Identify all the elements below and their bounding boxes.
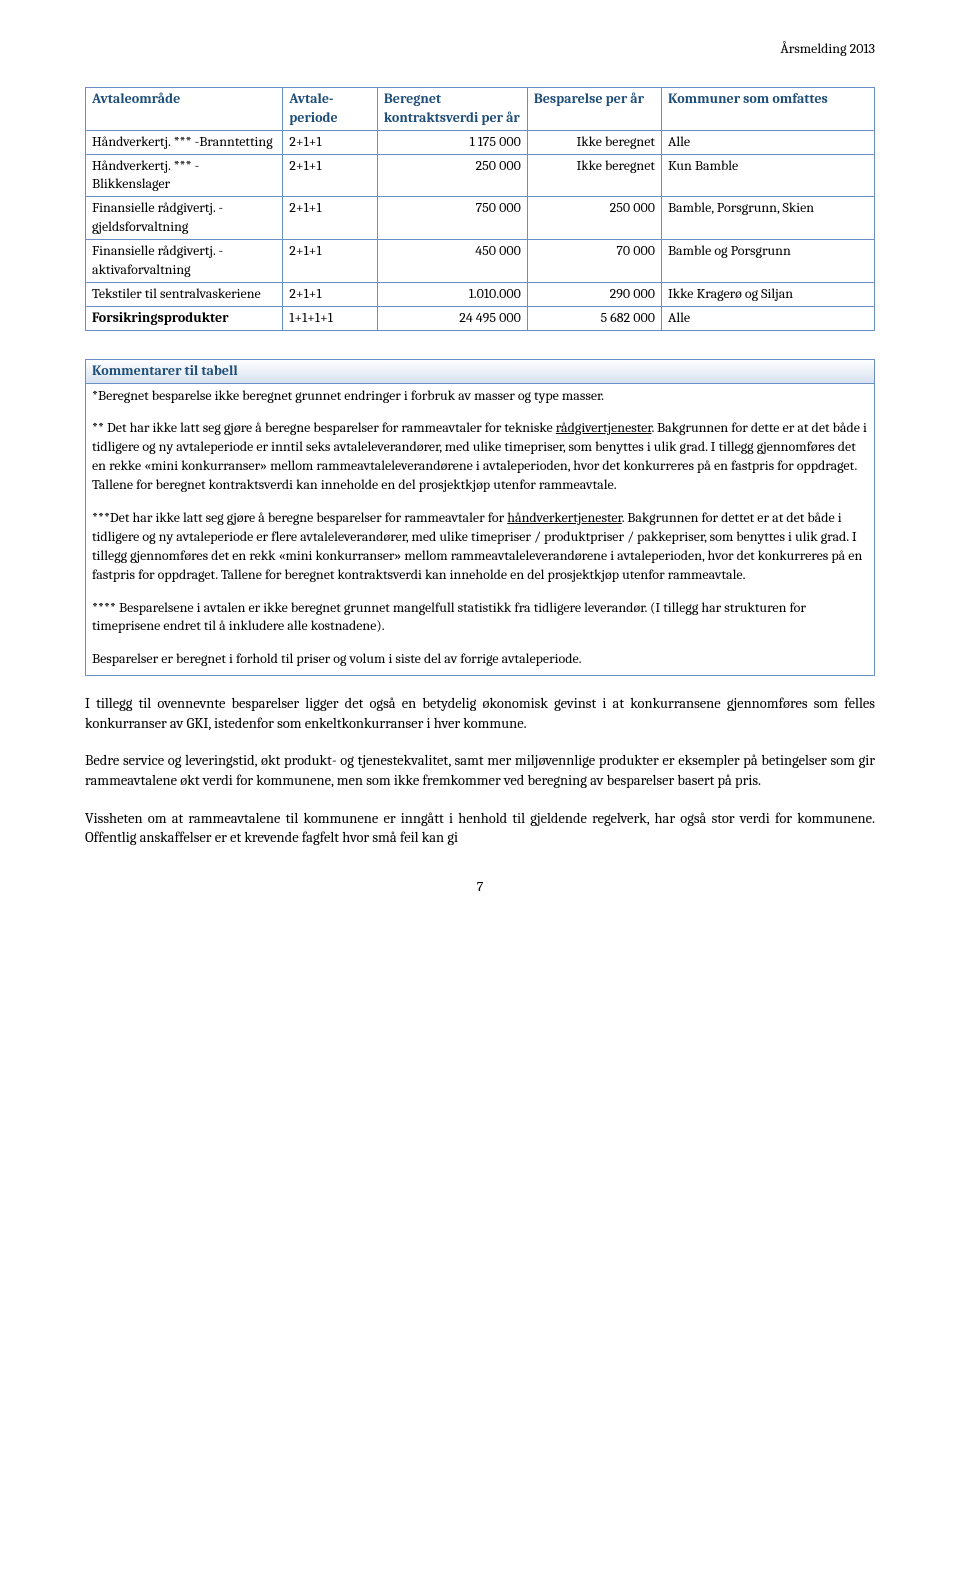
cell-area: Håndverkertj. *** -Branntetting	[86, 130, 283, 154]
table-row: Håndverkertj. *** -Branntetting 2+1+1 1 …	[86, 130, 875, 154]
th-period: Avtale-periode	[283, 87, 378, 130]
body-p2: Bedre service og leveringstid, økt produ…	[85, 751, 875, 790]
document-page: Årsmelding 2013 Avtaleområde Avtale-peri…	[0, 0, 960, 937]
cell-municipalities: Alle	[661, 306, 874, 330]
table-row: Forsikringsprodukter 1+1+1+1 24 495 000 …	[86, 306, 875, 330]
th-area: Avtaleområde	[86, 87, 283, 130]
cell-savings: 250 000	[527, 197, 661, 240]
cell-area: Forsikringsprodukter	[86, 306, 283, 330]
cell-contract: 450 000	[377, 240, 527, 283]
cell-savings: 70 000	[527, 240, 661, 283]
savings-table: Avtaleområde Avtale-periode Beregnet kon…	[85, 87, 875, 331]
comment-p3: ***Det har ikke latt seg gjøre å beregne…	[92, 509, 868, 585]
cell-savings: 5 682 000	[527, 306, 661, 330]
cell-period: 2+1+1	[283, 240, 378, 283]
cell-period: 2+1+1	[283, 197, 378, 240]
cell-municipalities: Bamble og Porsgrunn	[661, 240, 874, 283]
body-paragraphs: I tillegg til ovennevnte besparelser lig…	[85, 694, 875, 847]
th-contract-year: Beregnet kontraktsverdi per år	[377, 87, 527, 130]
table-row: Finansielle rådgivertj. -aktivaforvaltni…	[86, 240, 875, 283]
cell-contract: 1 175 000	[377, 130, 527, 154]
comments-box: Kommentarer til tabell *Beregnet bespare…	[85, 359, 875, 677]
page-number: 7	[85, 878, 875, 897]
cell-savings: Ikke beregnet	[527, 154, 661, 197]
cell-area: Finansielle rådgivertj. -aktivaforvaltni…	[86, 240, 283, 283]
cell-period: 2+1+1	[283, 154, 378, 197]
comments-body: *Beregnet besparelse ikke beregnet grunn…	[85, 384, 875, 677]
cell-municipalities: Ikke Kragerø og Siljan	[661, 282, 874, 306]
table-row: Håndverkertj. *** -Blikkenslager 2+1+1 2…	[86, 154, 875, 197]
table-row: Finansielle rådgivertj. -gjeldsforvaltni…	[86, 197, 875, 240]
table-header-row: Avtaleområde Avtale-periode Beregnet kon…	[86, 87, 875, 130]
document-header-title: Årsmelding 2013	[85, 40, 875, 59]
body-p1: I tillegg til ovennevnte besparelser lig…	[85, 694, 875, 733]
comment-p1: *Beregnet besparelse ikke beregnet grunn…	[92, 387, 868, 406]
th-municipalities: Kommuner som omfattes	[661, 87, 874, 130]
cell-contract: 1.010.000	[377, 282, 527, 306]
cell-period: 2+1+1	[283, 282, 378, 306]
cell-contract: 24 495 000	[377, 306, 527, 330]
cell-period: 1+1+1+1	[283, 306, 378, 330]
cell-municipalities: Alle	[661, 130, 874, 154]
cell-contract: 250 000	[377, 154, 527, 197]
comment-p4: **** Besparelsene i avtalen er ikke bere…	[92, 599, 868, 637]
cell-period: 2+1+1	[283, 130, 378, 154]
comment-p2: ** Det har ikke latt seg gjøre å beregne…	[92, 419, 868, 495]
cell-area: Tekstiler til sentralvaskeriene	[86, 282, 283, 306]
comments-title: Kommentarer til tabell	[85, 359, 875, 384]
body-p3: Vissheten om at rammeavtalene til kommun…	[85, 809, 875, 848]
cell-contract: 750 000	[377, 197, 527, 240]
cell-savings: Ikke beregnet	[527, 130, 661, 154]
cell-savings: 290 000	[527, 282, 661, 306]
comment-p5: Besparelser er beregnet i forhold til pr…	[92, 650, 868, 669]
cell-municipalities: Bamble, Porsgrunn, Skien	[661, 197, 874, 240]
th-savings-year: Besparelse per år	[527, 87, 661, 130]
table-row: Tekstiler til sentralvaskeriene 2+1+1 1.…	[86, 282, 875, 306]
cell-area: Håndverkertj. *** -Blikkenslager	[86, 154, 283, 197]
cell-municipalities: Kun Bamble	[661, 154, 874, 197]
cell-area: Finansielle rådgivertj. -gjeldsforvaltni…	[86, 197, 283, 240]
